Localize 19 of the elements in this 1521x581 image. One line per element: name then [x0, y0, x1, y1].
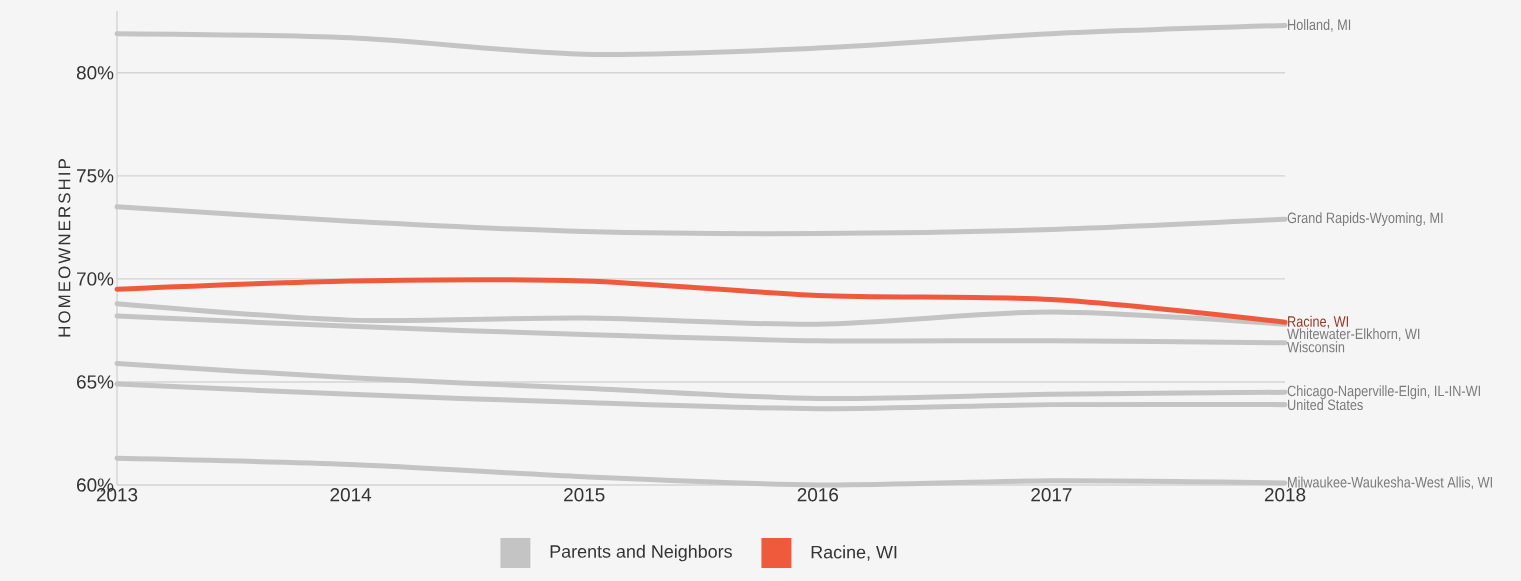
- series-label: United States: [1288, 399, 1363, 411]
- x-tick-label: 2015: [564, 488, 605, 502]
- y-axis-title: HOMEOWNERSHIP: [58, 159, 71, 337]
- series-label: Holland, MI: [1288, 19, 1351, 32]
- series-label: Whitewater-Elkhorn, WI: [1287, 328, 1420, 341]
- x-tick-label: 2018: [1264, 488, 1306, 502]
- y-tick-label: 80%: [76, 66, 114, 80]
- x-tick-label: 2016: [797, 488, 839, 502]
- legend-label: Racine, WI: [811, 545, 897, 561]
- text: Parents and Neighbors: [550, 544, 732, 562]
- series-label: Wisconsin: [1287, 341, 1345, 353]
- x-tick-label: 2017: [1031, 488, 1072, 502]
- y-tick-label: 70%: [77, 272, 114, 286]
- y-tick-label: 75%: [77, 169, 114, 183]
- x-tick-label: 2014: [330, 488, 372, 502]
- series-label: Grand Rapids-Wyoming, MI: [1287, 212, 1443, 227]
- text: Racine, WI: [1288, 315, 1348, 329]
- y-tick-label: 65%: [77, 375, 114, 389]
- series-label: Chicago-Naperville-Elgin, IL-IN-WI: [1287, 385, 1480, 400]
